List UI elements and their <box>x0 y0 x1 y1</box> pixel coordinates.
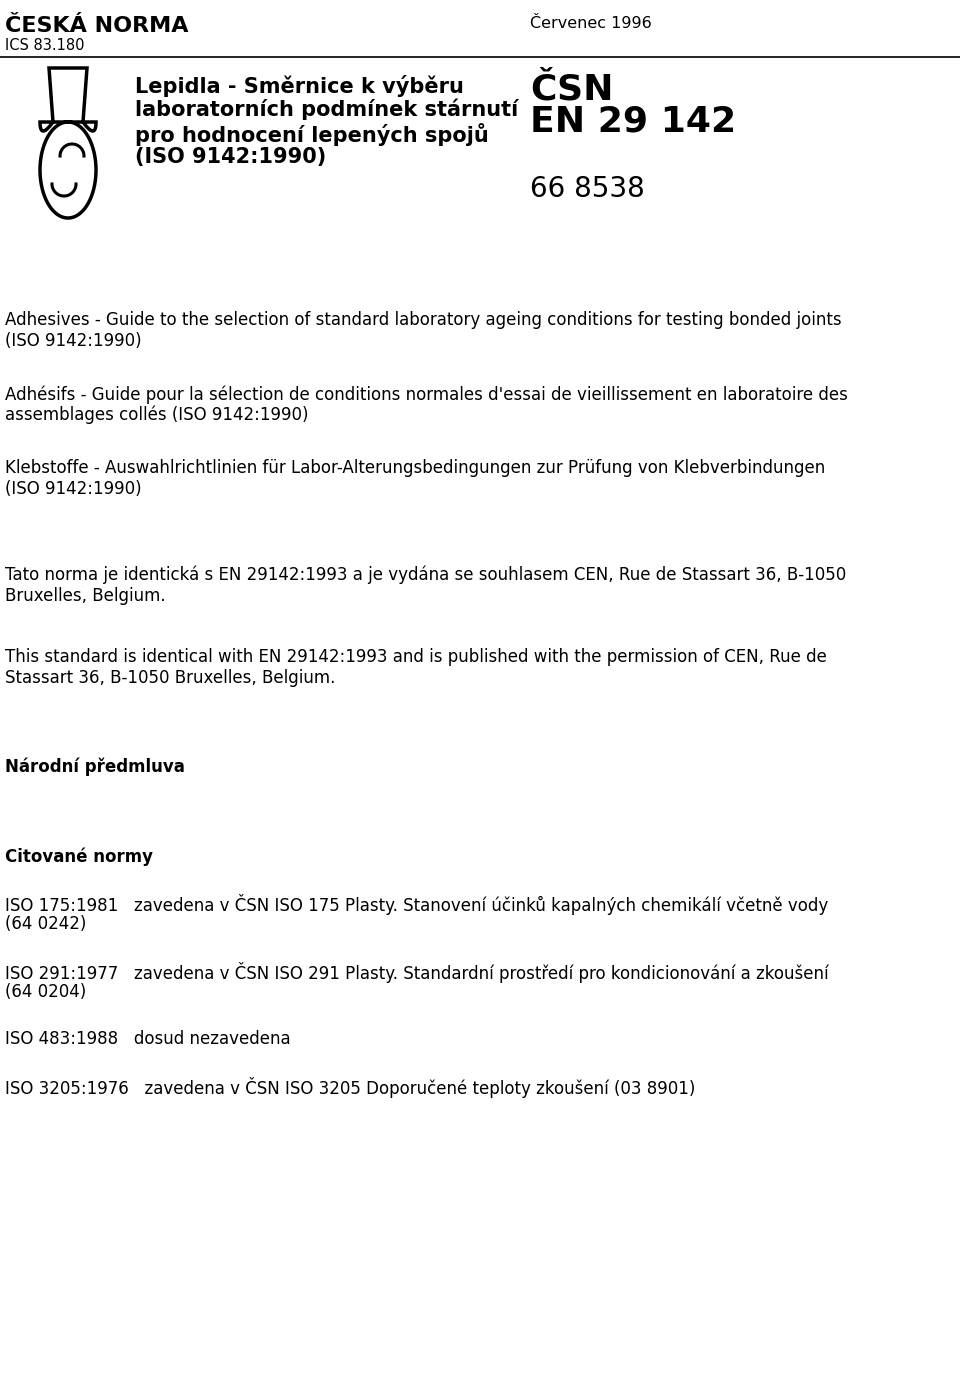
Text: assemblages collés (ISO 9142:1990): assemblages collés (ISO 9142:1990) <box>5 407 308 425</box>
Text: EN 29 142: EN 29 142 <box>530 105 736 140</box>
Text: (ISO 9142:1990): (ISO 9142:1990) <box>5 480 142 498</box>
Text: Národní předmluva: Národní předmluva <box>5 758 185 776</box>
Text: pro hodnocení lepených spojů: pro hodnocení lepených spojů <box>135 123 489 147</box>
Text: laboratorních podmínek stárnutí: laboratorních podmínek stárnutí <box>135 100 518 120</box>
Text: ISO 3205:1976   zavedena v ČSN ISO 3205 Doporučené teploty zkoušení (03 8901): ISO 3205:1976 zavedena v ČSN ISO 3205 Do… <box>5 1077 695 1098</box>
Text: ISO 291:1977   zavedena v ČSN ISO 291 Plasty. Standardní prostředí pro kondicion: ISO 291:1977 zavedena v ČSN ISO 291 Plas… <box>5 963 828 983</box>
Text: ISO 483:1988   dosud nezavedena: ISO 483:1988 dosud nezavedena <box>5 1030 291 1048</box>
Text: Adhésifs - Guide pour la sélection de conditions normales d'essai de vieillissem: Adhésifs - Guide pour la sélection de co… <box>5 384 848 404</box>
Text: (ISO 9142:1990): (ISO 9142:1990) <box>135 147 326 167</box>
Text: ČSN: ČSN <box>530 72 613 106</box>
Text: 66 8538: 66 8538 <box>530 176 645 203</box>
Text: Klebstoffe - Auswahlrichtlinien für Labor-Alterungsbedingungen zur Prüfung von K: Klebstoffe - Auswahlrichtlinien für Labo… <box>5 459 826 477</box>
Text: ICS 83.180: ICS 83.180 <box>5 37 84 53</box>
Text: ISO 175:1981   zavedena v ČSN ISO 175 Plasty. Stanovení účinků kapalných chemiká: ISO 175:1981 zavedena v ČSN ISO 175 Plas… <box>5 893 828 916</box>
Text: ČESKÁ NORMA: ČESKÁ NORMA <box>5 17 188 36</box>
Text: Stassart 36, B-1050 Bruxelles, Belgium.: Stassart 36, B-1050 Bruxelles, Belgium. <box>5 669 335 687</box>
Text: Citované normy: Citované normy <box>5 846 153 866</box>
Text: (ISO 9142:1990): (ISO 9142:1990) <box>5 332 142 350</box>
Text: Lepidla - Směrnice k výběru: Lepidla - Směrnice k výběru <box>135 75 464 97</box>
Text: This standard is identical with EN 29142:1993 and is published with the permissi: This standard is identical with EN 29142… <box>5 649 827 667</box>
Text: Tato norma je identická s EN 29142:1993 a je vydána se souhlasem CEN, Rue de Sta: Tato norma je identická s EN 29142:1993 … <box>5 566 847 585</box>
Text: (64 0242): (64 0242) <box>5 916 86 934</box>
Text: (64 0204): (64 0204) <box>5 983 86 1001</box>
Polygon shape <box>40 68 96 219</box>
Text: Adhesives - Guide to the selection of standard laboratory ageing conditions for : Adhesives - Guide to the selection of st… <box>5 311 842 329</box>
Text: Bruxelles, Belgium.: Bruxelles, Belgium. <box>5 586 166 604</box>
Text: Červenec 1996: Červenec 1996 <box>530 17 652 30</box>
